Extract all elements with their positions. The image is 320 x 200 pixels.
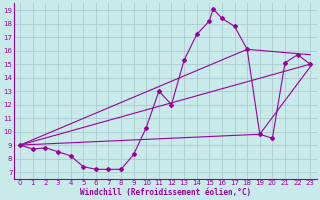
X-axis label: Windchill (Refroidissement éolien,°C): Windchill (Refroidissement éolien,°C) [80, 188, 251, 197]
